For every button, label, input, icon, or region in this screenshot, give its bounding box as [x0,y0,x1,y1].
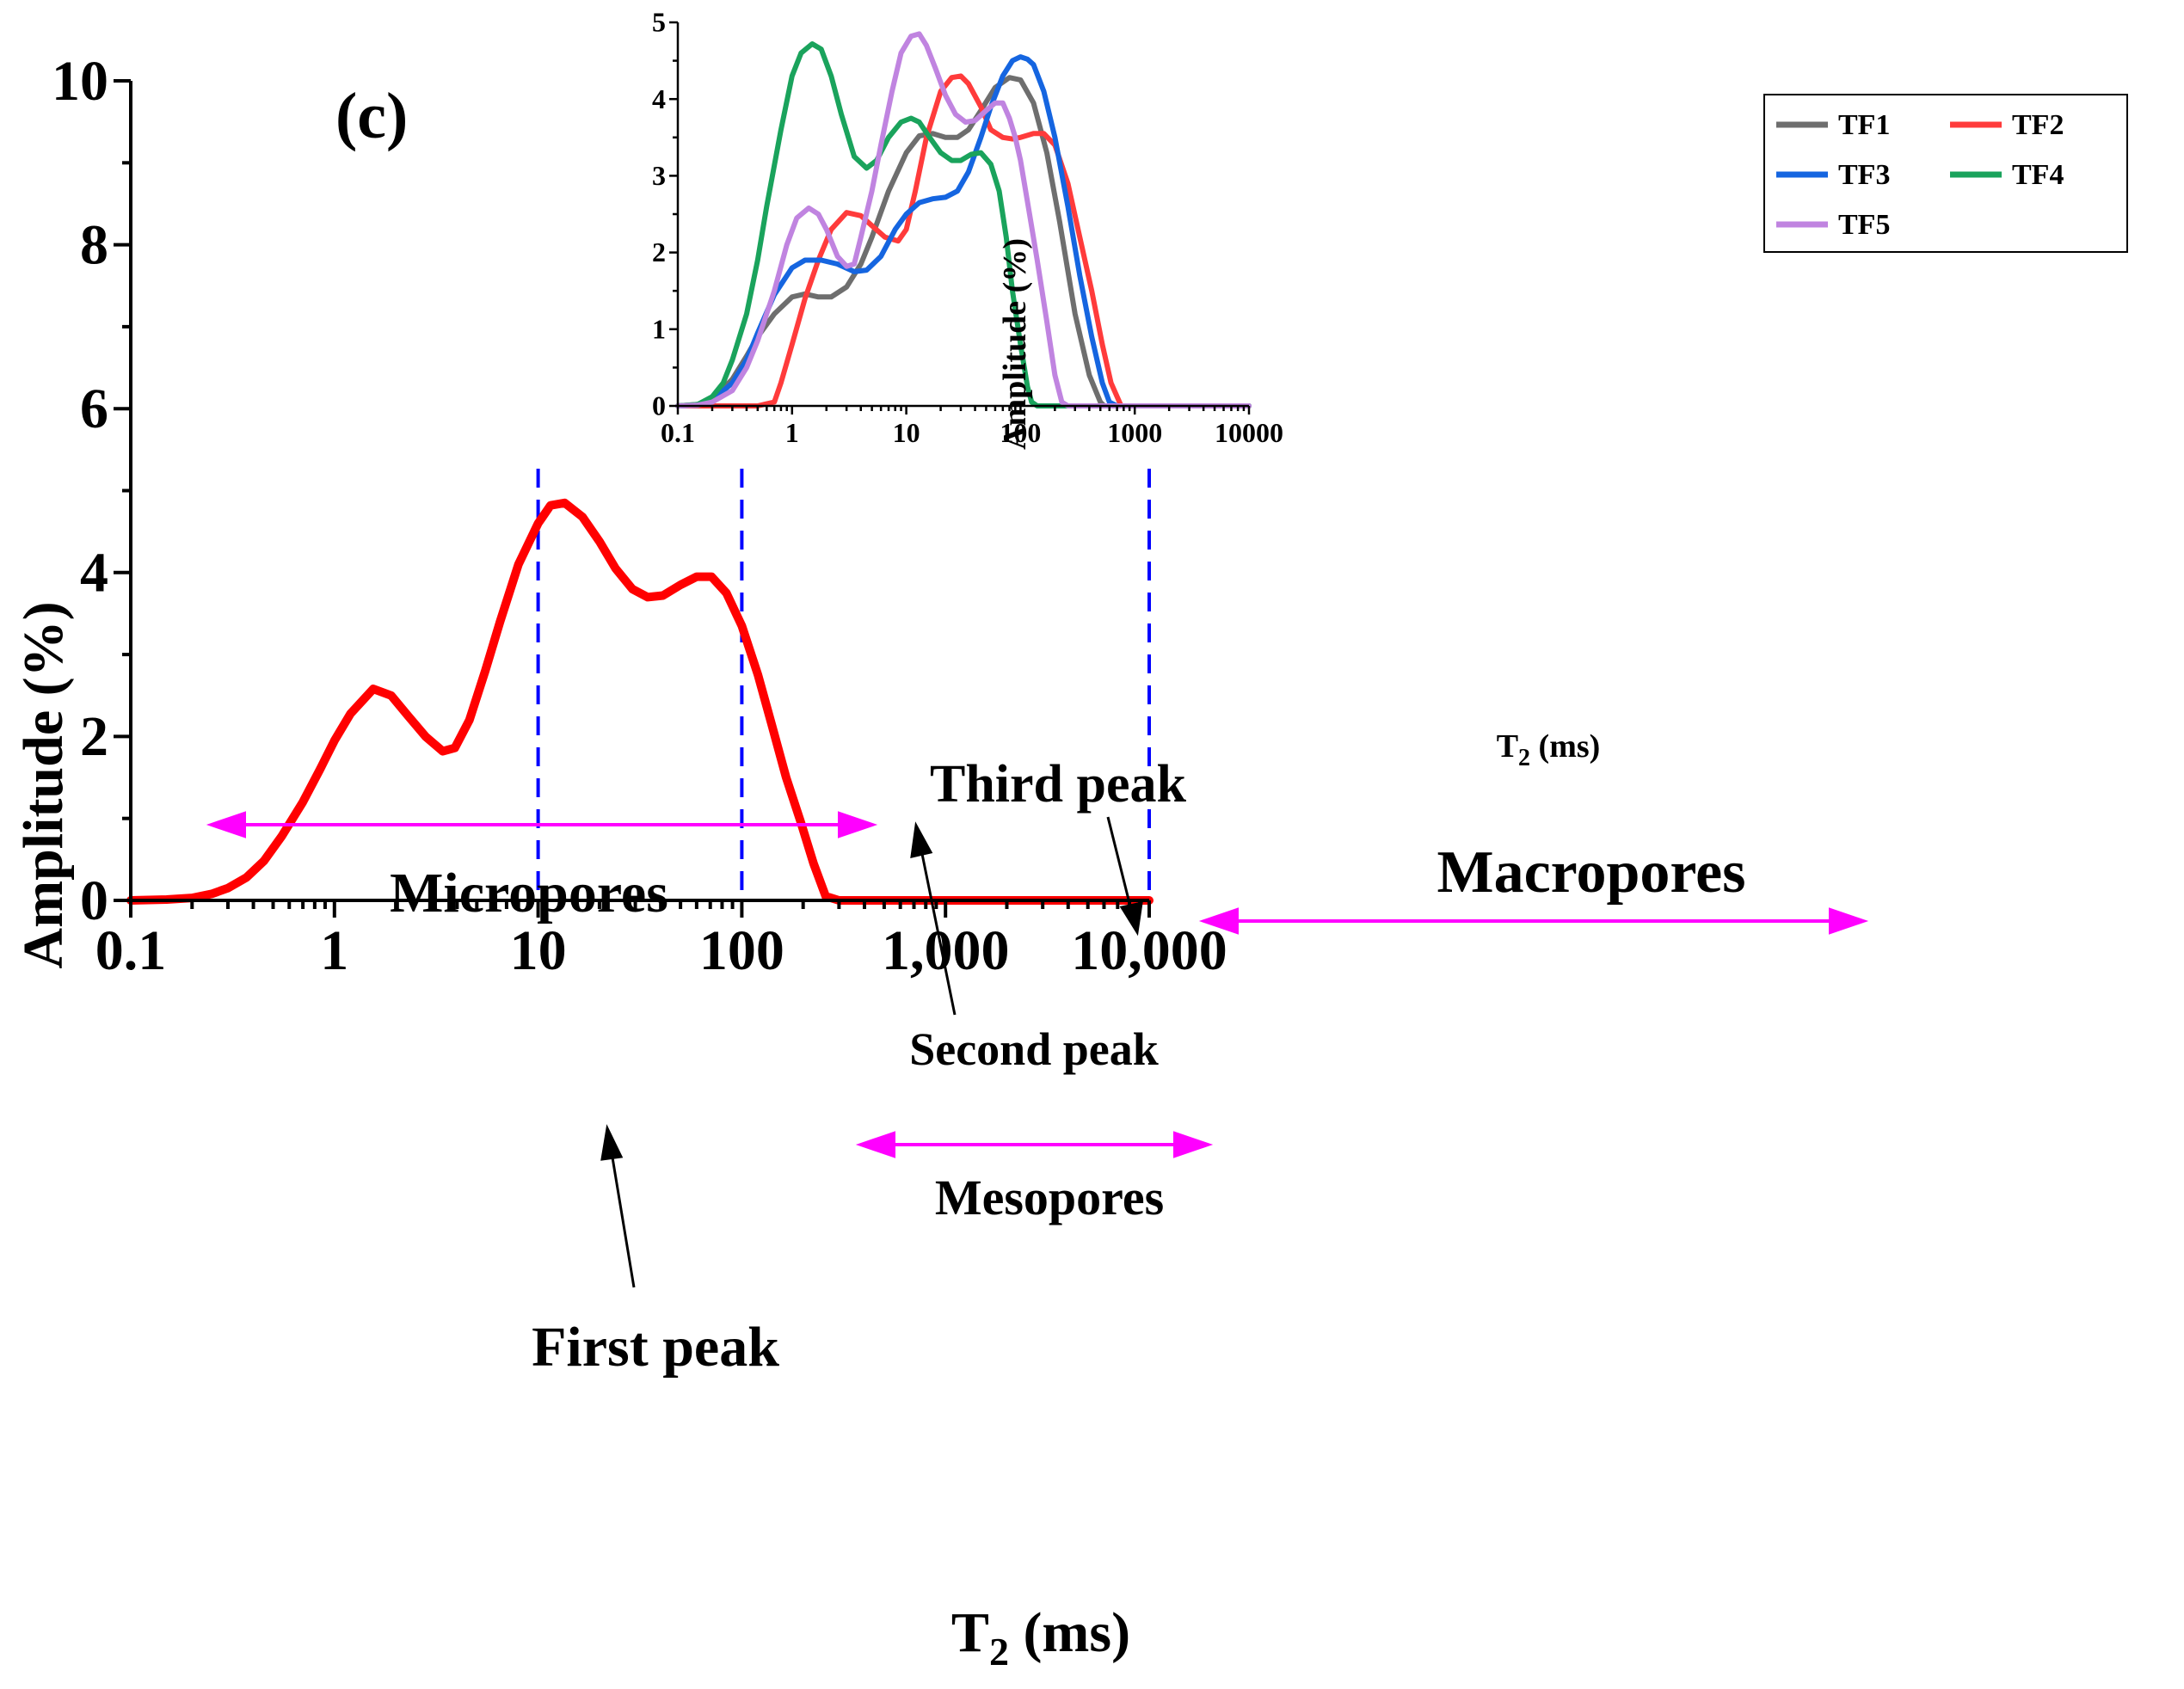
y-tick-label: 6 [80,378,108,440]
second-peak-label: Second peak [909,1023,1159,1075]
second-peak-arrow-line [920,849,957,1016]
x-tick-label: 10000 [1215,417,1283,448]
third-peak-arrowhead [1119,901,1143,937]
macropores-arrow-right [1829,907,1869,935]
y-tick-label: 8 [80,213,108,276]
first-peak-label: First peak [532,1316,779,1379]
y-tick-label: 0 [80,869,108,932]
x-tick-label: 0.1 [661,417,695,448]
first-peak-arrow-line [610,1152,636,1288]
legend-label-tf2: TF2 [2012,109,2064,141]
y-tick-label: 3 [652,160,666,191]
inset-legend: TF1 TF2 TF3 TF4 TF5 [1763,94,2128,253]
range-arrows [206,811,1869,1158]
main-series-layer [126,498,1154,905]
inset-x-label-sub: 2 [1518,745,1530,771]
series-line-tf5 [675,31,1252,408]
mesopores-arrow-left [855,1131,895,1158]
third-peak-label: Third peak [930,755,1187,814]
inset-chart: 0.1 1 10 100 1000 10000 0 1 2 3 4 5 Amplitude (%) T… [652,7,2128,771]
x-tick-label: 10 [893,417,920,448]
micropores-label: Micropores [390,862,668,924]
main-x-label-unit: (ms) [1009,1601,1130,1664]
y-tick-label: 4 [80,542,108,605]
third-peak-arrow-line [1106,816,1133,911]
y-tick-label: 10 [52,50,108,113]
series-line-tf2 [675,73,1252,408]
peak-arrows [600,816,1143,1288]
macropores-arrow-left [1198,907,1239,935]
pore-boundaries [536,469,1151,900]
main-x-axis-label: T2 (ms) [951,1601,1130,1674]
y-tick-label: 2 [652,236,666,267]
series-line-tf4 [675,41,1252,408]
inset-x-axis-label: T2 (ms) [1497,728,1601,771]
y-tick-label: 2 [80,705,108,768]
y-tick-label: 5 [652,7,666,38]
legend-label-tf1: TF1 [1838,109,1890,141]
x-tick-label: 1 [785,417,799,448]
y-tick-label: 4 [652,83,666,114]
legend-label-tf4: TF4 [2012,159,2064,191]
inset-series-layer [675,31,1252,408]
x-tick-label: 10,000 [1071,919,1227,982]
legend-label-tf3: TF3 [1838,159,1890,191]
series-line-tf1 [675,75,1252,408]
micropores-arrow-right [838,811,878,838]
x-tick-label: 10 [510,919,567,982]
inset-x-label-t: T [1497,728,1518,765]
inset-x-label-unit: (ms) [1530,728,1600,765]
mesopores-label: Mesopores [935,1170,1164,1225]
inset-y-axis-label: Amplitude (%) [997,238,1033,450]
legend-label-tf5: TF5 [1838,209,1890,241]
x-tick-label: 1000 [1107,417,1162,448]
first-peak-arrowhead [600,1124,624,1161]
x-tick-label: 100 [699,919,784,982]
series-line-tf3 [675,54,1252,408]
macropores-label: Macropores [1437,839,1746,906]
series-line-tf5 [126,498,1154,905]
mesopores-arrow-right [1173,1131,1214,1158]
y-tick-label: 1 [652,313,666,344]
main-x-label-sub: 2 [989,1630,1009,1674]
main-x-label-t: T [951,1601,989,1664]
second-peak-arrowhead [910,821,933,858]
micropores-arrow-left [206,811,246,838]
y-tick-label: 0 [652,390,666,421]
inset-axes: 0.1 1 10 100 1000 10000 0 1 2 3 4 5 [652,7,1283,448]
x-tick-label: 0.1 [95,919,167,982]
x-tick-label: 100 [1000,417,1041,448]
panel-label: (c) [335,80,408,152]
x-tick-label: 1 [320,919,348,982]
main-y-axis-label: Amplitude (%) [12,601,75,968]
